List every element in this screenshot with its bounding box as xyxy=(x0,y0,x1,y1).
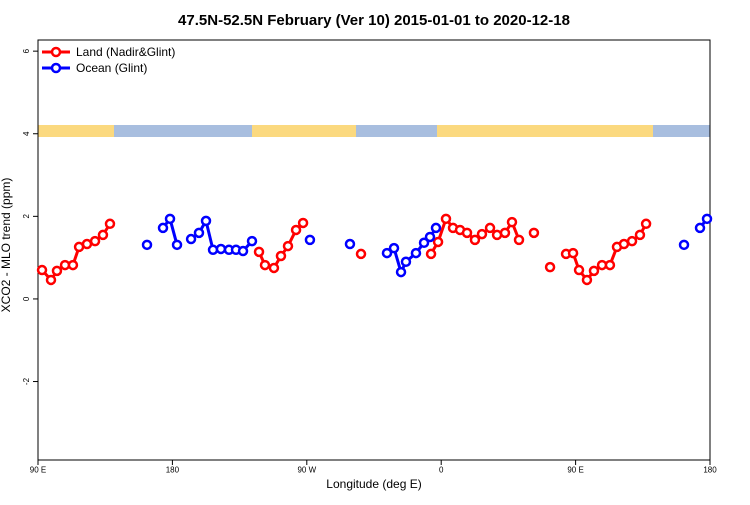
data-point xyxy=(618,238,630,250)
data-point xyxy=(461,227,473,239)
data-point xyxy=(626,235,638,247)
data-point xyxy=(604,259,616,271)
data-point xyxy=(567,247,579,259)
data-point xyxy=(67,259,79,271)
data-point xyxy=(388,242,400,254)
data-point xyxy=(432,236,444,248)
y-tick-label: 4 xyxy=(22,131,31,136)
x-tick-label: 90 E xyxy=(30,466,46,475)
data-point xyxy=(425,248,437,260)
y-axis-label: XCO2 - MLO trend (ppm) xyxy=(0,178,13,313)
data-point xyxy=(141,239,153,251)
data-point xyxy=(513,234,525,246)
data-point xyxy=(246,235,258,247)
data-point xyxy=(275,250,287,262)
data-point xyxy=(237,245,249,257)
data-point xyxy=(157,222,169,234)
data-point xyxy=(36,264,48,276)
data-point xyxy=(97,229,109,241)
land-ocean-strip xyxy=(38,125,710,137)
data-point xyxy=(253,246,265,258)
y-tick-label: -2 xyxy=(22,377,31,385)
legend-marker xyxy=(50,62,62,74)
data-point xyxy=(185,233,197,245)
plot-frame xyxy=(37,39,711,461)
data-point xyxy=(573,264,585,276)
chart-title: 47.5N-52.5N February (Ver 10) 2015-01-01… xyxy=(178,12,570,29)
y-tick-label: 2 xyxy=(22,214,31,219)
data-point xyxy=(344,238,356,250)
data-point xyxy=(164,213,176,225)
x-tick-label: 90 W xyxy=(297,466,316,475)
data-point xyxy=(424,231,436,243)
data-point xyxy=(581,274,593,286)
data-point xyxy=(694,222,706,234)
data-point xyxy=(469,234,481,246)
land-strip xyxy=(252,125,356,137)
data-point xyxy=(215,243,227,255)
land-strip xyxy=(437,125,653,137)
data-point xyxy=(640,218,652,230)
data-point xyxy=(678,239,690,251)
data-point xyxy=(440,213,452,225)
x-tick-label: 90 E xyxy=(567,466,583,475)
data-point xyxy=(268,262,280,274)
y-tick-label: 0 xyxy=(22,296,31,301)
data-point xyxy=(476,228,488,240)
data-point xyxy=(430,222,442,234)
x-axis-label: Longitude (deg E) xyxy=(326,477,421,491)
data-point xyxy=(89,235,101,247)
data-point xyxy=(200,215,212,227)
data-point xyxy=(499,227,511,239)
data-point xyxy=(418,237,430,249)
legend-label: Ocean (Glint) xyxy=(76,61,147,75)
data-point xyxy=(304,234,316,246)
x-tick-label: 0 xyxy=(439,466,444,475)
legend-marker xyxy=(50,46,62,58)
land-strip xyxy=(38,125,114,137)
data-point xyxy=(544,261,556,273)
data-point xyxy=(381,247,393,259)
legend-label: Land (Nadir&Glint) xyxy=(76,45,175,59)
data-point xyxy=(588,265,600,277)
data-point xyxy=(193,227,205,239)
data-point xyxy=(701,213,713,225)
data-point xyxy=(290,224,302,236)
data-point xyxy=(410,247,422,259)
x-tick-label: 180 xyxy=(703,466,717,475)
y-tick-label: 6 xyxy=(22,48,31,53)
data-point xyxy=(395,266,407,278)
data-point xyxy=(282,240,294,252)
data-point xyxy=(506,216,518,228)
data-point xyxy=(355,248,367,260)
series-line xyxy=(40,215,648,283)
data-point xyxy=(171,239,183,251)
data-point xyxy=(104,218,116,230)
data-point xyxy=(51,265,63,277)
data-point xyxy=(400,256,412,268)
data-point xyxy=(45,274,57,286)
data-point xyxy=(259,259,271,271)
data-point xyxy=(297,217,309,229)
data-point xyxy=(528,227,540,239)
legend: Land (Nadir&Glint) Ocean (Glint) xyxy=(42,45,175,75)
x-tick-label: 180 xyxy=(166,466,180,475)
data-point xyxy=(81,238,93,250)
data-point xyxy=(634,229,646,241)
data-point xyxy=(484,222,496,234)
